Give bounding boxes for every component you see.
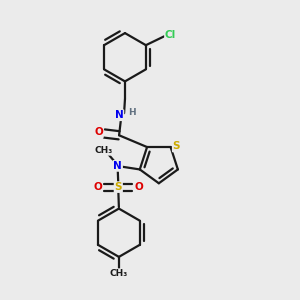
Text: Cl: Cl bbox=[165, 30, 176, 40]
Text: N: N bbox=[113, 161, 122, 171]
Text: CH₃: CH₃ bbox=[94, 146, 113, 155]
Text: S: S bbox=[115, 182, 122, 192]
Text: O: O bbox=[94, 127, 103, 137]
Text: O: O bbox=[134, 182, 143, 192]
Text: CH₃: CH₃ bbox=[110, 269, 128, 278]
Text: O: O bbox=[93, 182, 102, 192]
Text: N: N bbox=[115, 110, 124, 120]
Text: H: H bbox=[128, 108, 135, 117]
Text: S: S bbox=[173, 142, 180, 152]
